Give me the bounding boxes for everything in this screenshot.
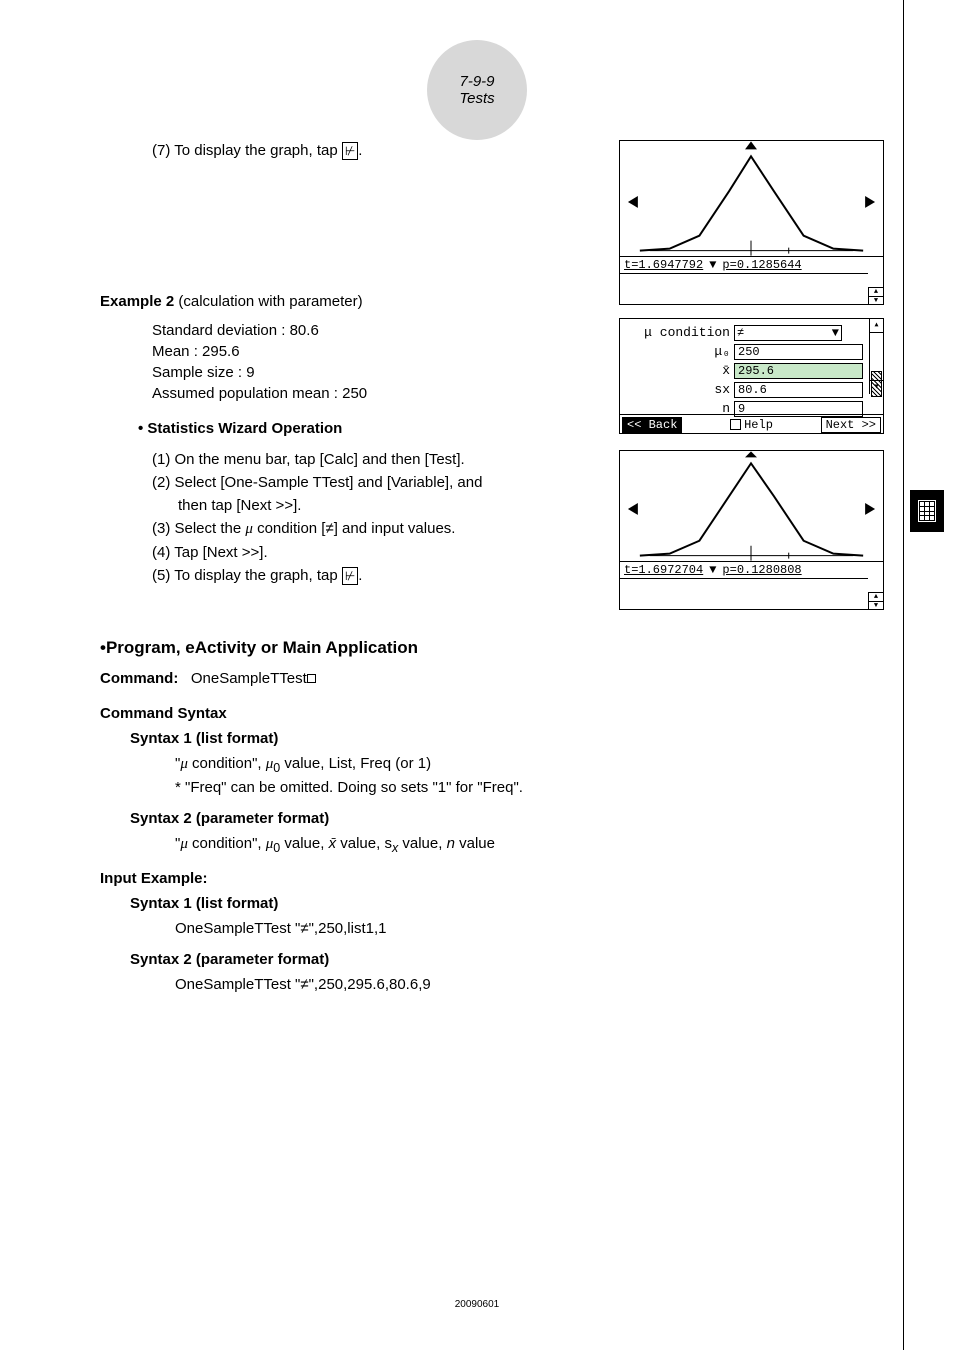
syntax2-content: "μ condition", μ0 value, x̄ value, sx va… xyxy=(100,833,600,858)
main-content: (7) To display the graph, tap ⊬. Example… xyxy=(100,140,600,1005)
input2-label: Syntax 2 (parameter format) xyxy=(100,949,600,970)
mean-line: Mean : 295.6 xyxy=(152,341,600,362)
wizard-form-screenshot: μ condition ≠▼ μ₀ 250 x̄ 295.6 sx 80.6 n… xyxy=(619,318,884,434)
assumed-line: Assumed population mean : 250 xyxy=(152,383,600,404)
graph-screenshot-1: t=1.6947792 ▼ p=0.1285644 ▲▼ xyxy=(619,140,884,305)
status-bar-2: t=1.6972704 ▼ p=0.1280808 xyxy=(620,561,883,578)
p-value-1: p=0.1285644 xyxy=(722,258,801,272)
footer-code: 20090601 xyxy=(455,1299,500,1310)
n-label: n xyxy=(628,401,734,416)
graph-icon: ⊬ xyxy=(342,142,358,161)
next-button[interactable]: Next >> xyxy=(821,417,881,433)
vertical-scrollbar[interactable]: ▴ ▾ xyxy=(869,319,883,394)
syntax1-content: "μ condition", μ0 value, List, Freq (or … xyxy=(100,753,600,799)
help-checkbox[interactable]: Help xyxy=(730,418,773,432)
input-example-title: Input Example: xyxy=(100,868,600,889)
square-icon xyxy=(307,674,316,683)
scroll-indicator[interactable]: ▲▼ xyxy=(868,287,884,305)
xbar-label: x̄ xyxy=(628,363,734,378)
condition-label: μ condition xyxy=(628,325,734,340)
wizard-step-3: (3) Select the μ condition [≠] and input… xyxy=(152,518,600,540)
p-value-2: p=0.1280808 xyxy=(722,563,801,577)
header-circle: 7-9-9 Tests xyxy=(427,40,527,140)
right-border-line xyxy=(903,0,904,1350)
wizard-title: • Statistics Wizard Operation xyxy=(100,418,600,439)
t-value-1: t=1.6947792 xyxy=(624,258,703,272)
status-bar-1: t=1.6947792 ▼ p=0.1285644 xyxy=(620,256,883,273)
page-header: 7-9-9 Tests xyxy=(427,40,527,140)
command-syntax-title: Command Syntax xyxy=(100,703,600,724)
t-value-2: t=1.6972704 xyxy=(624,563,703,577)
page-number: 7-9-9 xyxy=(459,73,494,90)
input1-value: OneSampleTTest "≠",250,list1,1 xyxy=(100,918,600,939)
example-2-details: Standard deviation : 80.6 Mean : 295.6 S… xyxy=(100,320,600,404)
wizard-step-5: (5) To display the graph, tap ⊬. xyxy=(152,565,600,586)
back-button[interactable]: << Back xyxy=(622,417,682,433)
n-input[interactable]: 9 xyxy=(734,401,863,417)
syntax1-label: Syntax 1 (list format) xyxy=(100,728,600,749)
mu0-input[interactable]: 250 xyxy=(734,344,863,360)
sx-label: sx xyxy=(628,382,734,397)
syntax2-label: Syntax 2 (parameter format) xyxy=(100,808,600,829)
section-name: Tests xyxy=(459,90,494,107)
wizard-step-2a: (2) Select [One-Sample TTest] and [Varia… xyxy=(152,472,600,493)
wizard-steps: (1) On the menu bar, tap [Calc] and then… xyxy=(100,449,600,586)
wizard-step-2b: then tap [Next >>]. xyxy=(152,495,600,516)
sd-line: Standard deviation : 80.6 xyxy=(152,320,600,341)
mu0-label: μ₀ xyxy=(628,344,734,359)
input1-label: Syntax 1 (list format) xyxy=(100,893,600,914)
input2-value: OneSampleTTest "≠",250,295.6,80.6,9 xyxy=(100,974,600,995)
example-2-title: Example 2 (calculation with parameter) xyxy=(100,291,600,312)
condition-select[interactable]: ≠▼ xyxy=(734,325,842,341)
xbar-input[interactable]: 295.6 xyxy=(734,363,863,379)
wizard-step-1: (1) On the menu bar, tap [Calc] and then… xyxy=(152,449,600,470)
graph-screenshot-2: t=1.6972704 ▼ p=0.1280808 ▲▼ xyxy=(619,450,884,610)
wizard-step-4: (4) Tap [Next >>]. xyxy=(152,542,600,563)
step-7: (7) To display the graph, tap ⊬. xyxy=(100,140,600,161)
graph-icon-2: ⊬ xyxy=(342,567,358,586)
program-section-title: •Program, eActivity or Main Application xyxy=(100,636,600,660)
sample-line: Sample size : 9 xyxy=(152,362,600,383)
sx-input[interactable]: 80.6 xyxy=(734,382,863,398)
scroll-indicator-2[interactable]: ▲▼ xyxy=(868,592,884,610)
calculator-icon xyxy=(910,490,944,532)
command-line: Command: OneSampleTTest xyxy=(100,668,600,689)
